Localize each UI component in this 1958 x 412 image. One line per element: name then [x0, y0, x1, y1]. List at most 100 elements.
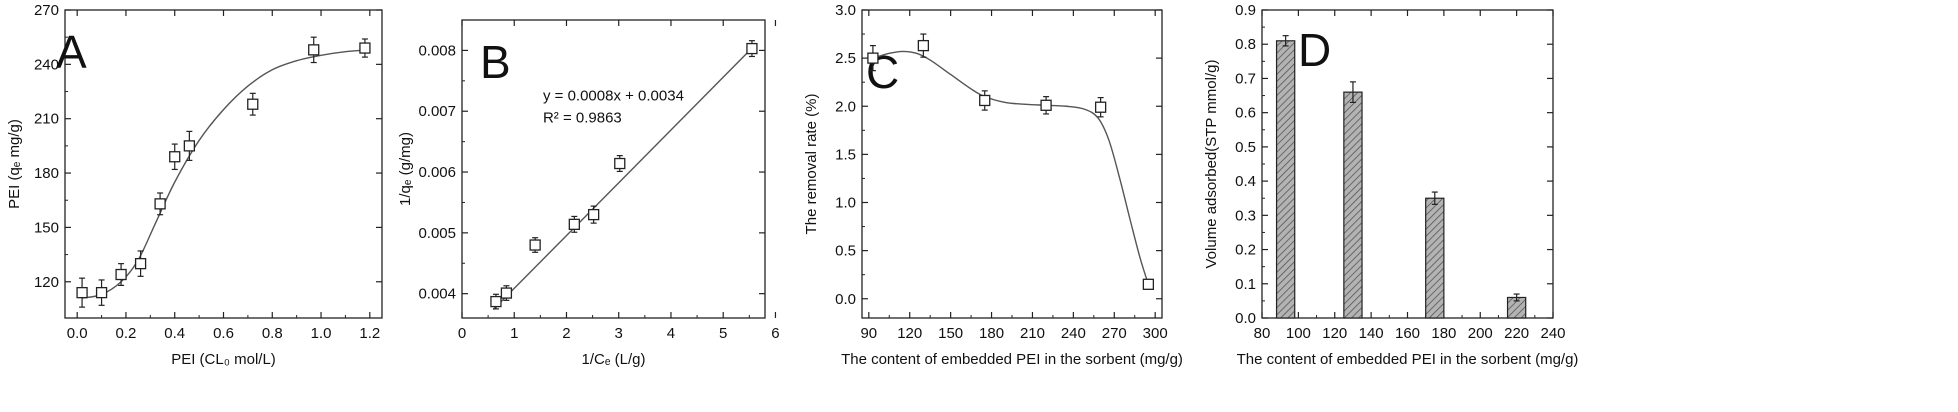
x-tick-label: 160	[1395, 325, 1420, 342]
panel-letter: D	[1298, 24, 1331, 76]
x-tick-label: 180	[979, 325, 1004, 342]
data-point	[1040, 99, 1052, 111]
data-point	[154, 198, 166, 210]
data-point	[359, 42, 371, 54]
chart-panel-a: 0.0 0.2 0.4 0.6 0.8 1.0 1.2 120 150 180 210 240 270 P…	[6, 2, 383, 368]
x-tick-label: 6	[771, 325, 779, 342]
y-tick-label: 240	[34, 56, 59, 73]
data-point	[587, 208, 600, 221]
x-axis-title: The content of embedded PEI in the sorbe…	[1237, 351, 1579, 368]
y-tick-label: 0.4	[1235, 173, 1256, 190]
plot-frame	[461, 19, 766, 319]
x-tick-label: 0.4	[164, 325, 185, 342]
data-point	[308, 44, 320, 56]
data-point	[867, 52, 879, 64]
y-tick-label: 3.0	[835, 2, 856, 19]
y-tick-label: 210	[34, 111, 59, 128]
data-point	[614, 157, 626, 170]
y-tick-label: 0.0	[835, 291, 856, 308]
y-tick-label: 0.8	[1235, 36, 1256, 53]
x-tick-label: 220	[1504, 325, 1529, 342]
data-point	[1142, 278, 1155, 290]
x-tick-label: 200	[1468, 325, 1493, 342]
chart-panel-b: 0 1 2 3 4 5 6 0.004 0.005 0.006 0.007 0.008 1/Cₑ (L/…	[397, 19, 780, 368]
y-tick-label: 2.0	[835, 98, 856, 115]
y-tick-label: 0.7	[1235, 70, 1256, 87]
fit-line	[81, 49, 370, 299]
y-tick-label: 0.006	[418, 164, 456, 181]
y-tick-label: 0.004	[418, 286, 456, 303]
data-point	[183, 140, 196, 152]
data-point	[568, 218, 580, 230]
x-tick-label: 0.0	[67, 325, 88, 342]
data-point	[500, 287, 513, 299]
fit-line	[872, 50, 1150, 285]
x-tick-label: 300	[1143, 325, 1168, 342]
chart-panel-d: 80 100 120 140 160 180 200 220 240 0.0 0.1 0.2 0.3 0.…	[1203, 2, 1578, 368]
data-point	[529, 239, 541, 251]
x-tick-label: 3	[615, 325, 623, 342]
y-tick-label: 1.5	[835, 146, 856, 163]
bar	[1343, 91, 1363, 319]
y-tick-label: 0.007	[418, 103, 456, 120]
x-tick-label: 270	[1102, 325, 1127, 342]
x-tick-label: 1.2	[359, 325, 380, 342]
x-tick-label: 240	[1540, 325, 1565, 342]
x-tick-label: 150	[938, 325, 963, 342]
data-point	[490, 295, 502, 308]
data-point	[1094, 101, 1107, 113]
x-tick-label: 2	[562, 325, 570, 342]
x-tick-label: 5	[719, 325, 727, 342]
plot-frame	[64, 9, 383, 319]
bar	[1425, 197, 1445, 319]
x-tick-label: 210	[1020, 325, 1045, 342]
y-axis-title: 1/qₑ (g/mg)	[397, 132, 414, 206]
data-point	[76, 286, 88, 299]
x-tick-label: 0	[458, 325, 466, 342]
y-tick-label: 0.3	[1235, 207, 1256, 224]
y-tick-label: 270	[34, 2, 59, 19]
y-tick-label: 150	[34, 219, 59, 236]
y-axis-title: PEI (qₑ mg/g)	[6, 119, 23, 209]
bar	[1275, 40, 1296, 319]
x-tick-label: 140	[1359, 325, 1384, 342]
x-tick-label: 0.6	[213, 325, 234, 342]
data-point	[169, 151, 181, 163]
y-tick-label: 0.2	[1235, 242, 1256, 259]
equation-annotation: y = 0.0008x + 0.0034	[543, 87, 684, 104]
data-point	[115, 268, 127, 281]
x-axis-title: 1/Cₑ (L/g)	[582, 351, 646, 368]
y-tick-label: 0.9	[1235, 2, 1256, 19]
chart-panel-c: 90 120 150 180 210 240 270 300 0.0 0.5 1.0 1.5 2.0 2.…	[803, 2, 1183, 368]
x-tick-label: 120	[1322, 325, 1347, 342]
x-tick-label: 0.2	[116, 325, 137, 342]
panel-letter: A	[56, 26, 87, 78]
data-point	[746, 42, 758, 55]
y-tick-label: 0.1	[1235, 276, 1256, 293]
y-tick-label: 2.5	[835, 50, 856, 67]
data-point	[134, 257, 147, 270]
plot-frame	[861, 9, 1163, 319]
fit-line	[492, 45, 756, 310]
y-tick-label: 120	[34, 274, 59, 291]
y-tick-label: 0.5	[1235, 139, 1256, 156]
y-tick-label: 0.6	[1235, 105, 1256, 122]
equation-annotation: R² = 0.9863	[543, 109, 622, 126]
data-point	[979, 94, 991, 107]
y-tick-label: 1.0	[835, 195, 856, 212]
x-tick-label: 90	[860, 325, 877, 342]
x-tick-label: 240	[1061, 325, 1086, 342]
y-tick-label: 180	[34, 165, 59, 182]
x-tick-label: 1	[510, 325, 518, 342]
x-tick-label: 120	[897, 325, 922, 342]
x-tick-label: 4	[667, 325, 675, 342]
x-tick-label: 1.0	[311, 325, 332, 342]
x-tick-label: 100	[1286, 325, 1311, 342]
y-tick-label: 0.008	[418, 42, 456, 59]
data-point	[917, 39, 930, 52]
x-axis-title: The content of embedded PEI in the sorbe…	[841, 351, 1183, 368]
y-tick-label: 0.0	[1235, 310, 1256, 327]
x-tick-label: 0.8	[262, 325, 283, 342]
panel-letter: B	[480, 36, 511, 88]
